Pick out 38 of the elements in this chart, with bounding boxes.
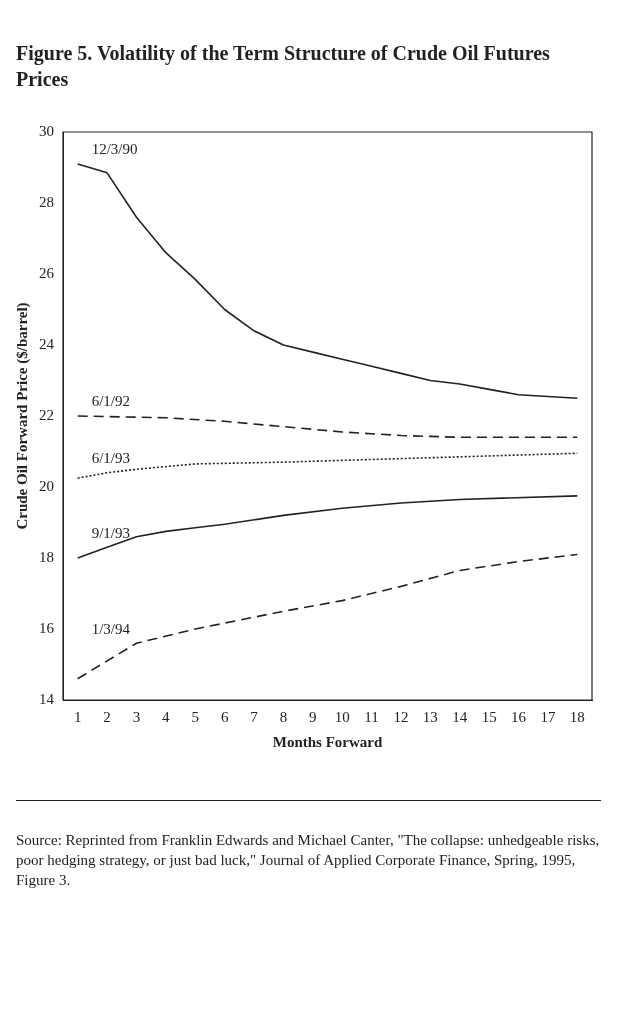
x-tick-label: 2 [103, 708, 111, 725]
series-label: 9/1/93 [91, 524, 131, 541]
x-tick-label: 3 [132, 708, 141, 725]
y-tick-label: 18 [39, 548, 54, 565]
line-series [76, 415, 579, 439]
x-tick-label: 9 [309, 708, 317, 725]
x-tick-label: 16 [511, 708, 527, 725]
series-label: 6/1/93 [91, 450, 131, 467]
y-tick-label: 20 [39, 477, 54, 494]
x-tick-label: 18 [569, 708, 585, 725]
x-tick-label: 17 [540, 708, 556, 725]
source-note: Source: Reprinted from Franklin Edwards and Michael Canter, "The collapse: unhedgeable risks, poor hedging strategy, or just bad luck," Journal of Applied Corporate Finance, Spring, 1995, Figure 3. [16, 831, 601, 890]
series-label: 1/3/94 [91, 620, 131, 637]
line-series [76, 553, 579, 680]
x-tick-label: 12 [393, 708, 409, 725]
x-tick-label: 5 [191, 708, 199, 725]
x-tick-label: 7 [250, 708, 259, 725]
y-axis-title: Crude Oil Forward Price ($/barrel) [13, 302, 31, 530]
x-tick-label: 14 [452, 708, 468, 725]
x-tick-label: 11 [364, 708, 379, 725]
x-tick-label: 15 [481, 708, 497, 725]
chart-title: Figure 5. Volatility of the Term Structure of Crude Oil Futures Prices [16, 41, 551, 92]
y-tick-label: 24 [39, 335, 55, 352]
y-tick-label: 26 [39, 264, 55, 281]
x-tick-label: 4 [162, 708, 171, 725]
y-tick-label: 30 [39, 122, 54, 139]
y-tick-label: 16 [39, 619, 55, 636]
series-label: 12/3/90 [91, 141, 138, 158]
x-axis-title: Months Forward [272, 733, 383, 750]
x-tick-label: 10 [334, 708, 350, 725]
x-tick-label: 6 [220, 708, 229, 725]
y-tick-label: 22 [39, 406, 54, 423]
x-tick-label: 13 [422, 708, 438, 725]
y-tick-label: 28 [39, 193, 54, 210]
x-tick-label: 1 [73, 708, 82, 725]
series-label: 6/1/92 [91, 393, 131, 410]
x-tick-label: 8 [279, 708, 288, 725]
y-tick-label: 14 [39, 690, 55, 707]
